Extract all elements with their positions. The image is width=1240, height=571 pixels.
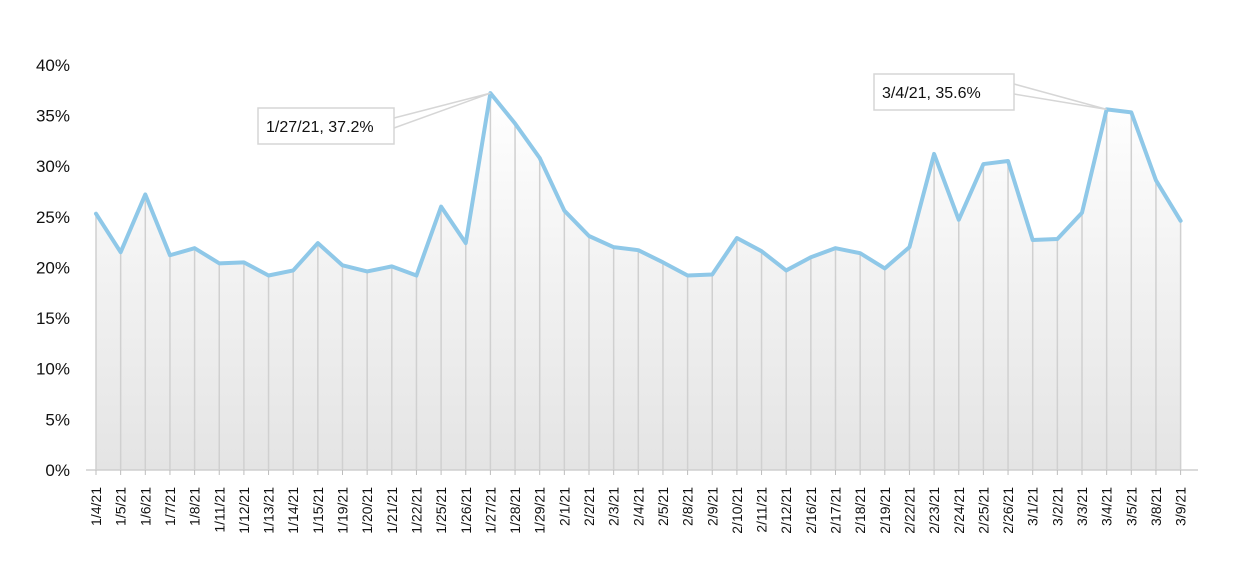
drop-lines-group (95, 93, 1182, 470)
x-tick-label: 1/21/21 (384, 487, 400, 534)
series-line (94, 91, 1183, 278)
x-tick-label: 1/5/21 (113, 487, 129, 526)
x-tick-label: 1/13/21 (261, 487, 277, 534)
x-tick-label: 2/11/21 (754, 487, 770, 533)
y-tick-labels-group: 0% 5% 10% 15% 20% 25% 30% 35% 40% (36, 56, 70, 480)
x-tick-labels-group: 1/4/21 1/5/21 1/6/21 1/7/21 1/8/21 1/11/21 1/1… (88, 487, 1189, 534)
x-tick-label: 2/17/21 (828, 487, 844, 534)
x-tick-label: 1/22/21 (408, 487, 424, 534)
x-tick-label: 2/19/21 (877, 487, 893, 534)
y-tick-label: 40% (36, 56, 70, 75)
y-tick-label: 10% (36, 360, 70, 379)
y-tick-label: 35% (36, 106, 70, 125)
callouts-group: 1/27/21, 37.2% 3/4/21, 35.6% (257, 73, 1107, 145)
x-tick-label: 3/8/21 (1148, 487, 1164, 526)
x-tick-label: 2/1/21 (556, 487, 572, 526)
x-tick-label: 1/19/21 (335, 487, 351, 534)
x-tick-label: 1/26/21 (458, 487, 474, 534)
x-tick-label: 2/25/21 (975, 487, 991, 534)
x-tick-label: 3/5/21 (1123, 487, 1139, 526)
x-tick-label: 3/2/21 (1049, 487, 1065, 526)
x-tick-label: 1/15/21 (310, 487, 326, 534)
series-line-group (94, 91, 1183, 278)
x-tick-label: 1/20/21 (359, 487, 375, 534)
callout-box (257, 107, 395, 145)
x-tick-label: 1/7/21 (162, 487, 178, 526)
y-tick-label: 5% (45, 410, 70, 429)
x-tick-label: 2/10/21 (729, 487, 745, 534)
y-tick-label: 0% (45, 461, 70, 480)
y-tick-label: 25% (36, 208, 70, 227)
x-tick-label: 2/4/21 (630, 487, 646, 526)
x-tick-label: 3/1/21 (1025, 487, 1041, 526)
callout-label: 3/4/21, 35.6% (882, 85, 981, 102)
x-tick-label: 3/4/21 (1099, 487, 1115, 526)
callout-leader (1013, 83, 1107, 111)
x-tick-label: 1/11/21 (211, 487, 227, 533)
x-tick-label: 2/16/21 (803, 487, 819, 534)
x-tick-label: 1/27/21 (482, 487, 498, 534)
x-tick-label: 1/6/21 (137, 487, 153, 526)
x-tick-label: 1/14/21 (285, 487, 301, 534)
x-tick-label: 1/29/21 (532, 487, 548, 534)
callout-label: 1/27/21, 37.2% (266, 119, 374, 136)
x-tick-label: 2/5/21 (655, 487, 671, 526)
y-tick-label: 30% (36, 157, 70, 176)
x-tick-label: 1/4/21 (88, 487, 104, 526)
x-tick-label: 2/8/21 (680, 487, 696, 526)
x-tick-label: 1/12/21 (236, 487, 252, 534)
callout-box (873, 73, 1015, 111)
x-tick-label: 2/24/21 (951, 487, 967, 534)
y-tick-label: 15% (36, 309, 70, 328)
x-tick-label: 3/3/21 (1074, 487, 1090, 526)
x-tick-label: 1/25/21 (433, 487, 449, 534)
x-tick-label: 2/2/21 (581, 487, 597, 526)
x-tick-label: 2/18/21 (852, 487, 868, 534)
x-tick-label: 1/8/21 (187, 487, 203, 526)
x-tick-label: 2/3/21 (606, 487, 622, 526)
callout-leader (393, 92, 491, 129)
x-tick-label: 3/9/21 (1173, 487, 1189, 526)
callout: 3/4/21, 35.6% (873, 73, 1107, 111)
x-axis-group (86, 469, 1198, 475)
callout: 1/27/21, 37.2% (257, 92, 491, 145)
x-tick-label: 2/26/21 (1000, 487, 1016, 534)
x-tick-label: 1/28/21 (507, 487, 523, 534)
x-tick-label: 2/22/21 (901, 487, 917, 534)
x-tick-label: 2/9/21 (704, 487, 720, 526)
x-tick-label: 2/23/21 (926, 487, 942, 534)
y-tick-label: 20% (36, 258, 70, 277)
x-tick-label: 2/12/21 (778, 487, 794, 534)
